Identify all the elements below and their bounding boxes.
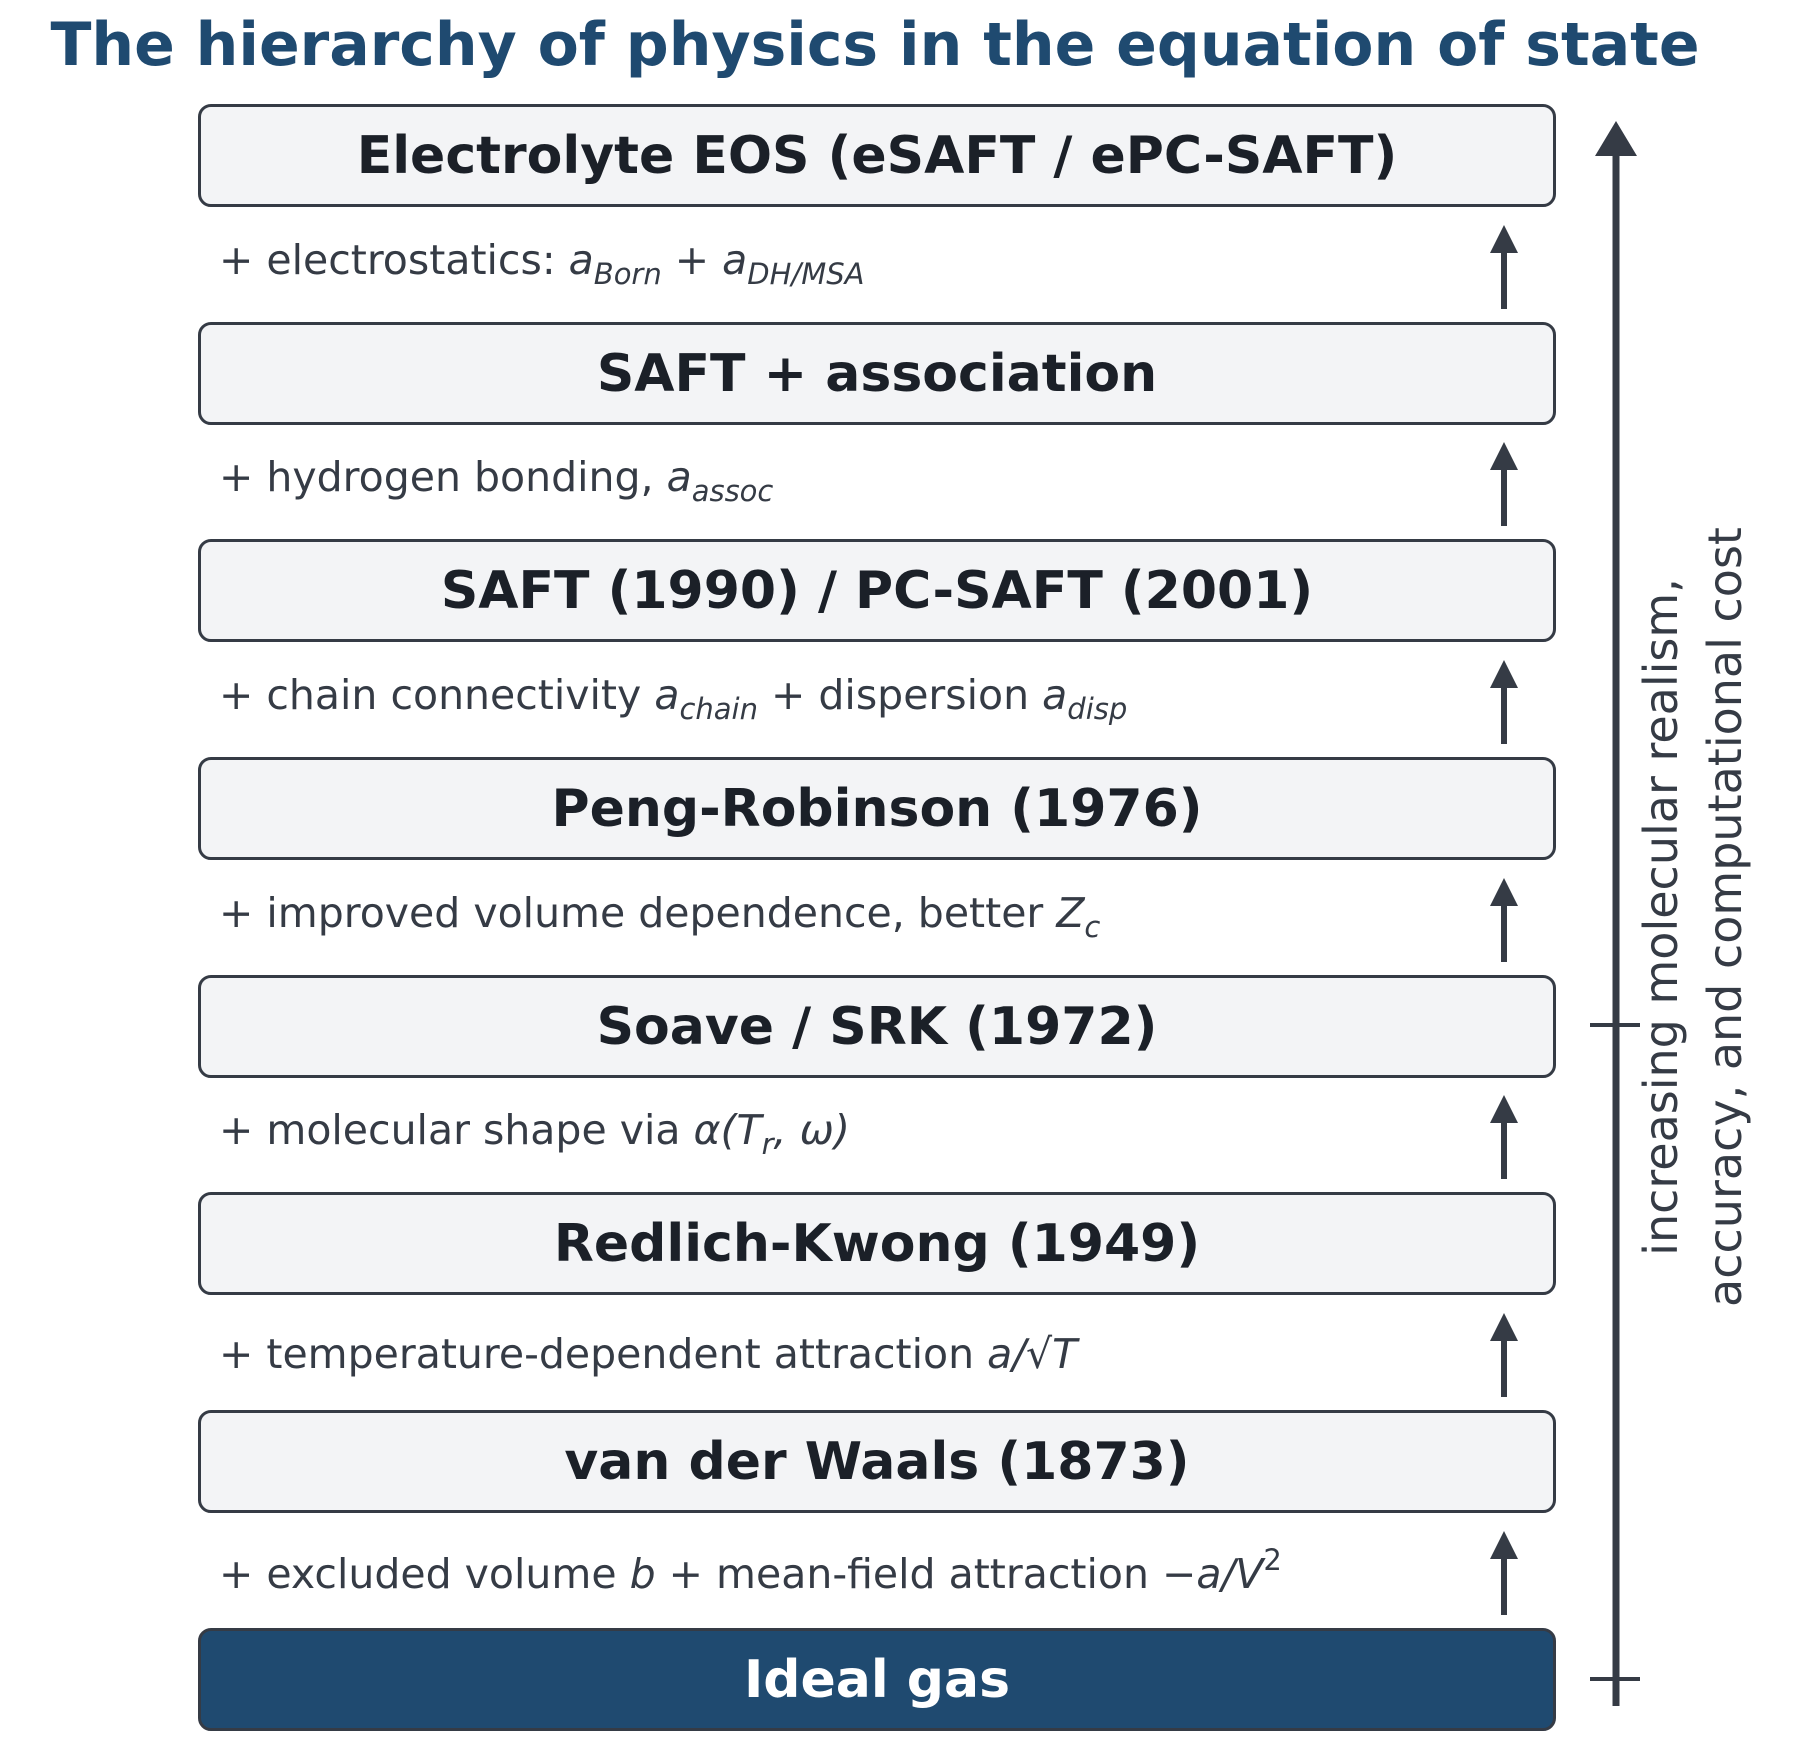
level-box: Ideal gas bbox=[198, 1628, 1556, 1731]
text: + dispersion bbox=[757, 671, 1043, 719]
level-box: van der Waals (1873) bbox=[198, 1410, 1556, 1513]
math: b bbox=[629, 1550, 656, 1598]
text: + hydrogen bonding, bbox=[219, 453, 667, 501]
math: a bbox=[568, 236, 594, 284]
subscript: Born bbox=[593, 257, 662, 291]
subscript: c bbox=[1084, 910, 1101, 944]
math: −a/V bbox=[1161, 1550, 1264, 1598]
math: α(T bbox=[693, 1106, 762, 1154]
level-box: SAFT + association bbox=[198, 322, 1556, 425]
math: a/√T bbox=[987, 1330, 1078, 1378]
axis-label: increasing molecular realism, accuracy, a… bbox=[1629, 527, 1757, 1307]
axis-label-line: accuracy, and computational cost bbox=[1698, 527, 1752, 1307]
text: + temperature-dependent attraction bbox=[219, 1330, 988, 1378]
text: + bbox=[661, 236, 723, 284]
math: Z bbox=[1056, 889, 1085, 937]
subscript: DH/MSA bbox=[747, 257, 865, 291]
level-box: Soave / SRK (1972) bbox=[198, 975, 1556, 1078]
step-label: + hydrogen bonding, aassoc bbox=[219, 457, 773, 506]
text: + electrostatics: bbox=[219, 236, 569, 284]
subscript: chain bbox=[679, 692, 758, 726]
math: a bbox=[654, 671, 680, 719]
axis-label-line: increasing molecular realism, bbox=[1634, 578, 1688, 1256]
step-arrowhead bbox=[1490, 1313, 1518, 1341]
text: + excluded volume bbox=[219, 1550, 630, 1598]
step-arrowhead bbox=[1490, 1531, 1518, 1559]
title: The hierarchy of physics in the equation… bbox=[50, 10, 1700, 80]
step-arrowhead bbox=[1490, 660, 1518, 688]
step-arrowhead bbox=[1490, 225, 1518, 253]
step-label: + chain connectivity achain + dispersion… bbox=[219, 675, 1127, 724]
superscript: 2 bbox=[1263, 1543, 1282, 1577]
level-box: SAFT (1990) / PC-SAFT (2001) bbox=[198, 539, 1556, 642]
level-box: Peng-Robinson (1976) bbox=[198, 757, 1556, 860]
step-arrowhead bbox=[1490, 442, 1518, 470]
math: a bbox=[666, 453, 692, 501]
step-label: + electrostatics: aBorn + aDH/MSA bbox=[219, 240, 864, 289]
step-arrowhead bbox=[1490, 1095, 1518, 1123]
math: a bbox=[722, 236, 748, 284]
subscript: assoc bbox=[691, 474, 774, 508]
subscript: r bbox=[761, 1127, 774, 1161]
step-label: + excluded volume b + mean-field attract… bbox=[219, 1546, 1282, 1595]
text: + improved volume dependence, better bbox=[219, 889, 1057, 937]
subscript: disp bbox=[1067, 692, 1128, 726]
math: , ω) bbox=[773, 1106, 850, 1154]
text: + mean-field attraction bbox=[655, 1550, 1162, 1598]
text: + chain connectivity bbox=[219, 671, 655, 719]
level-box: Redlich-Kwong (1949) bbox=[198, 1192, 1556, 1295]
text: + molecular shape via bbox=[219, 1106, 694, 1154]
step-label: + improved volume dependence, better Zc bbox=[219, 893, 1100, 942]
axis-arrowhead bbox=[1595, 121, 1637, 156]
step-arrowhead bbox=[1490, 878, 1518, 906]
level-box: Electrolyte EOS (eSAFT / ePC-SAFT) bbox=[198, 104, 1556, 207]
step-label: + temperature-dependent attraction a/√T bbox=[219, 1334, 1077, 1375]
step-label: + molecular shape via α(Tr, ω) bbox=[219, 1110, 850, 1159]
math: a bbox=[1042, 671, 1068, 719]
